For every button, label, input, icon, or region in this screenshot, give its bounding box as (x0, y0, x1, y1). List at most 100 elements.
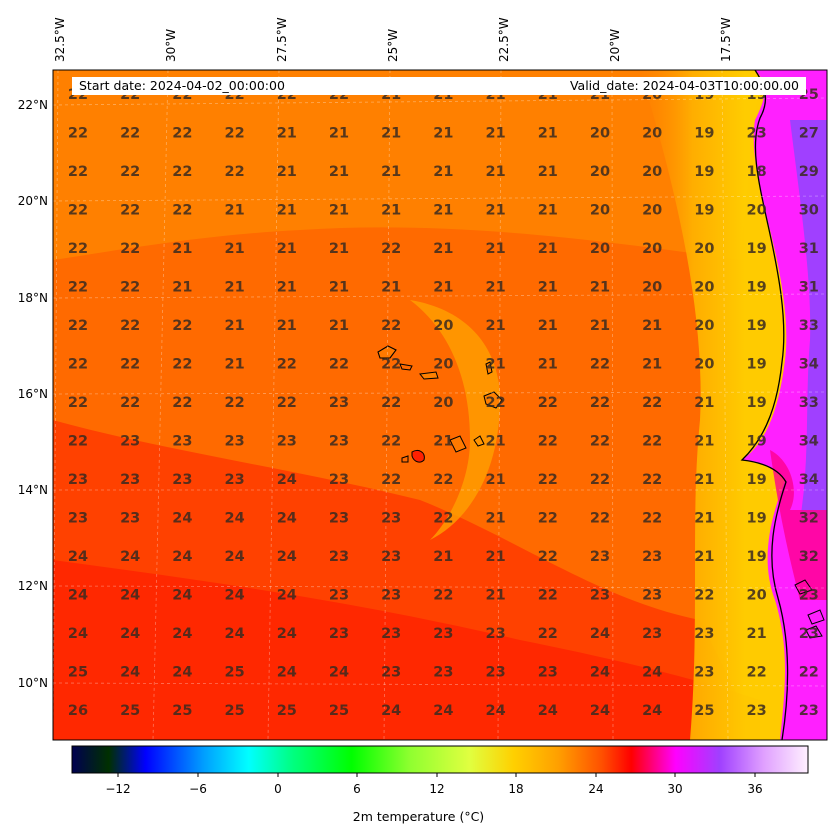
temperature-value: 24 (225, 626, 245, 642)
colorbar-ticks (117, 773, 756, 777)
map-frame (52, 69, 828, 741)
temperature-value: 20 (642, 126, 662, 142)
temperature-value: 22 (433, 472, 453, 488)
temperature-value: 23 (747, 126, 767, 142)
temperature-value: 33 (799, 318, 819, 334)
temperature-value: 23 (329, 626, 349, 642)
temperature-value: 21 (225, 203, 245, 219)
lat-label: 10°N (17, 676, 48, 690)
temperature-value: 22 (538, 511, 558, 527)
temperature-value: 21 (277, 126, 297, 142)
temperature-value: 21 (486, 164, 506, 180)
colorbar-tick-label: 30 (667, 782, 683, 796)
temperature-value: 24 (68, 626, 88, 642)
temperature-value: 21 (486, 241, 506, 257)
temperature-value: 19 (747, 241, 767, 257)
temperature-value: 21 (329, 241, 349, 257)
colorbar-tick-label: −6 (189, 782, 207, 796)
temperature-value: 22 (381, 357, 401, 373)
temperature-value: 19 (747, 511, 767, 527)
temperature-value: 21 (538, 357, 558, 373)
temperature-value: 20 (747, 203, 767, 219)
temperature-value: 21 (381, 203, 401, 219)
temperature-value: 24 (120, 549, 140, 565)
temperature-value: 22 (590, 357, 610, 373)
temperature-value: 23 (799, 588, 819, 604)
temperature-value: 24 (590, 626, 610, 642)
temperature-value: 24 (277, 588, 297, 604)
temperature-value: 23 (68, 511, 88, 527)
temperature-value: 22 (225, 395, 245, 411)
temperature-value: 21 (277, 241, 297, 257)
temperature-value: 22 (172, 164, 192, 180)
temperature-value: 19 (747, 549, 767, 565)
temperature-value: 22 (381, 241, 401, 257)
temperature-value: 23 (747, 703, 767, 719)
temperature-value: 22 (68, 203, 88, 219)
temperature-value: 21 (747, 626, 767, 642)
temperature-value: 22 (68, 318, 88, 334)
temperature-value: 24 (433, 703, 453, 719)
colorbar-tick-label: 6 (353, 782, 361, 796)
temperature-value: 25 (277, 703, 297, 719)
temperature-value: 24 (277, 511, 297, 527)
temperature-value: 22 (538, 549, 558, 565)
temperature-value: 21 (225, 241, 245, 257)
temperature-value: 19 (694, 126, 714, 142)
temperature-value: 27 (799, 126, 819, 142)
temperature-value: 23 (329, 511, 349, 527)
temperature-value: 23 (329, 395, 349, 411)
temperature-value: 23 (381, 588, 401, 604)
temperature-value: 22 (590, 472, 610, 488)
temperature-value: 22 (68, 164, 88, 180)
temperature-value: 24 (172, 549, 192, 565)
temperature-value: 20 (433, 357, 453, 373)
temperature-value: 22 (68, 241, 88, 257)
colorbar-tick-label: 24 (588, 782, 604, 796)
temperature-value: 32 (799, 549, 819, 565)
temperature-value: 22 (642, 472, 662, 488)
island-santo-antao (377, 345, 397, 359)
temperature-value: 21 (694, 395, 714, 411)
temperature-value: 32 (799, 511, 819, 527)
colorbar-tick-label: 18 (508, 782, 524, 796)
temperature-value: 21 (642, 357, 662, 373)
temperature-value: 23 (381, 511, 401, 527)
temperature-value: 22 (277, 357, 297, 373)
temperature-value: 22 (120, 318, 140, 334)
temperature-value: 20 (642, 203, 662, 219)
temperature-value: 23 (277, 434, 297, 450)
temperature-value: 21 (329, 164, 349, 180)
temperature-value: 30 (799, 203, 819, 219)
temperature-value: 22 (747, 665, 767, 681)
temperature-value: 21 (694, 511, 714, 527)
temperature-value: 23 (381, 665, 401, 681)
temperature-value: 24 (277, 626, 297, 642)
temperature-value: 23 (329, 588, 349, 604)
temperature-value: 19 (747, 472, 767, 488)
temperature-value: 21 (694, 434, 714, 450)
temperature-value: 20 (590, 203, 610, 219)
temperature-value: 21 (433, 126, 453, 142)
temperature-value: 21 (590, 280, 610, 296)
temperature-value: 23 (486, 665, 506, 681)
temperature-value: 23 (381, 549, 401, 565)
temperature-value: 22 (120, 126, 140, 142)
temperature-value: 22 (225, 164, 245, 180)
temperature-value: 21 (381, 280, 401, 296)
temperature-value: 24 (277, 472, 297, 488)
temperature-value: 21 (486, 280, 506, 296)
temperature-value: 25 (172, 703, 192, 719)
temperature-value: 22 (172, 126, 192, 142)
temperature-value: 24 (225, 511, 245, 527)
temperature-value: 22 (590, 511, 610, 527)
colorbar-tick-label: 36 (747, 782, 763, 796)
temperature-value: 22 (381, 395, 401, 411)
temperature-value: 19 (747, 280, 767, 296)
lon-label: 25°W (386, 28, 400, 62)
temperature-value: 25 (225, 665, 245, 681)
temperature-value: 20 (590, 164, 610, 180)
temperature-value: 24 (381, 703, 401, 719)
temperature-value: 23 (486, 626, 506, 642)
